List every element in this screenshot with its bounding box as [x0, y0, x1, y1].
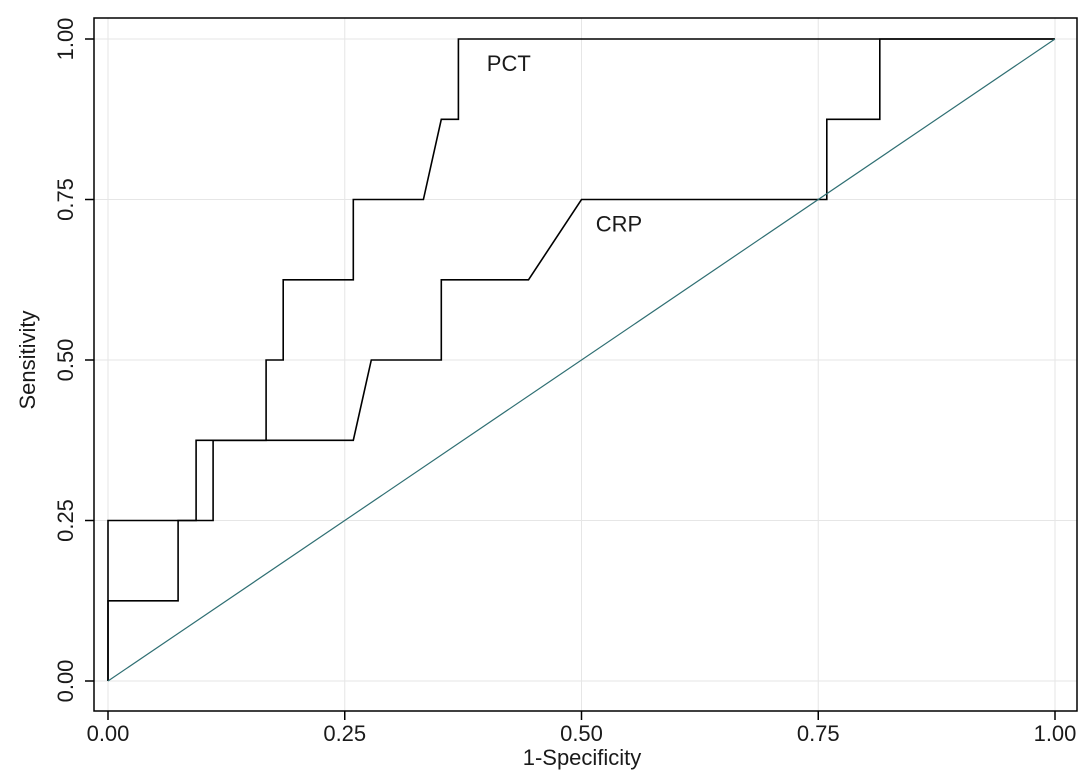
y-tick-label: 0.50 [53, 339, 78, 382]
x-axis-label: 1-Specificity [523, 745, 642, 770]
y-tick-label: 0.75 [53, 178, 78, 221]
axis-ticks: 0.00 0.25 0.50 0.75 1.00 0.00 0.25 0.50 0.75 1.00 [53, 18, 1076, 746]
series-annotation-crp: CRP [596, 212, 642, 237]
y-axis-label: Sensitivity [15, 310, 40, 409]
series-line-pct [107, 38, 1055, 681]
x-tick-label: 0.75 [797, 721, 840, 746]
x-tick-label: 1.00 [1034, 721, 1077, 746]
y-tick-label: 0.25 [53, 499, 78, 542]
series-annotation-pct: PCT [487, 51, 531, 76]
plot-area-frame [93, 17, 1078, 712]
grid [94, 18, 1077, 711]
y-tick-label: 1.00 [53, 18, 78, 61]
series-lines [107, 38, 1056, 682]
x-tick-label: 0.50 [560, 721, 603, 746]
x-tick-label: 0.00 [87, 721, 130, 746]
series-line-crp [107, 38, 1055, 681]
x-tick-label: 0.25 [323, 721, 366, 746]
y-tick-label: 0.00 [53, 660, 78, 703]
reference-diagonal-line [107, 38, 1056, 682]
series-annotations: PCT CRP [487, 51, 642, 237]
